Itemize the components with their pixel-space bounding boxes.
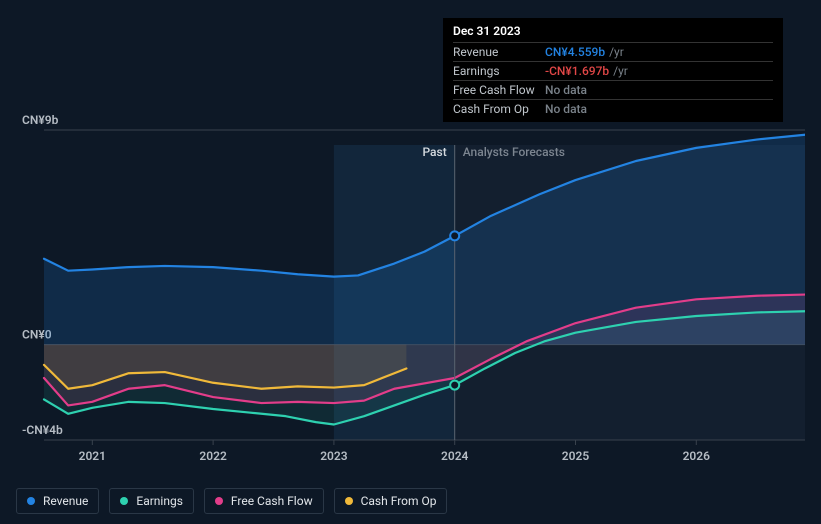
legend-item-earnings[interactable]: Earnings [109,488,194,514]
tooltip-row-label: Revenue [453,45,545,59]
tooltip-row-value: No data [545,83,587,97]
legend-swatch-icon [345,497,353,505]
legend-swatch-icon [120,497,128,505]
tooltip-row-label: Earnings [453,64,545,78]
tooltip-date: Dec 31 2023 [453,24,773,42]
legend-swatch-icon [27,497,35,505]
x-axis-label: 2024 [441,449,469,463]
marker-point-revenue [450,231,459,240]
y-axis-label: CN¥9b [22,113,59,127]
forecast-label: Analysts Forecasts [463,145,565,159]
legend-item-cfo[interactable]: Cash From Op [334,488,448,514]
tooltip-row: Cash From OpNo data [453,99,773,118]
tooltip-row-label: Free Cash Flow [453,83,545,97]
tooltip-row: Earnings-CN¥1.697b/yr [453,61,773,80]
tooltip-row: RevenueCN¥4.559b/yr [453,42,773,61]
tooltip-row: Free Cash FlowNo data [453,80,773,99]
legend-item-revenue[interactable]: Revenue [16,488,99,514]
legend-item-label: Earnings [136,494,183,508]
tooltip-row-suffix: /yr [609,45,624,59]
tooltip-row-value: No data [545,102,587,116]
chart-tooltip: Dec 31 2023 RevenueCN¥4.559b/yrEarnings-… [443,18,783,122]
x-axis-label: 2025 [562,449,590,463]
tooltip-row-label: Cash From Op [453,102,545,116]
x-axis-label: 2021 [79,449,106,463]
legend-item-label: Cash From Op [361,494,437,508]
legend-item-label: Free Cash Flow [231,494,313,508]
past-label: Past [422,145,446,159]
legend-swatch-icon [215,497,223,505]
x-axis-label: 2023 [320,449,348,463]
y-axis-label: -CN¥4b [22,423,63,437]
legend-item-fcf[interactable]: Free Cash Flow [204,488,324,514]
tooltip-row-value: CN¥4.559b [545,45,605,59]
legend-item-label: Revenue [43,494,88,508]
marker-point-earnings [450,381,459,390]
tooltip-row-suffix: /yr [613,64,628,78]
chart-legend: Revenue Earnings Free Cash Flow Cash From O… [16,488,447,514]
x-axis-label: 2022 [199,449,227,463]
tooltip-row-value: -CN¥1.697b [545,64,609,78]
x-axis-label: 2026 [683,449,711,463]
chart-container: Dec 31 2023 RevenueCN¥4.559b/yrEarnings-… [16,0,805,524]
